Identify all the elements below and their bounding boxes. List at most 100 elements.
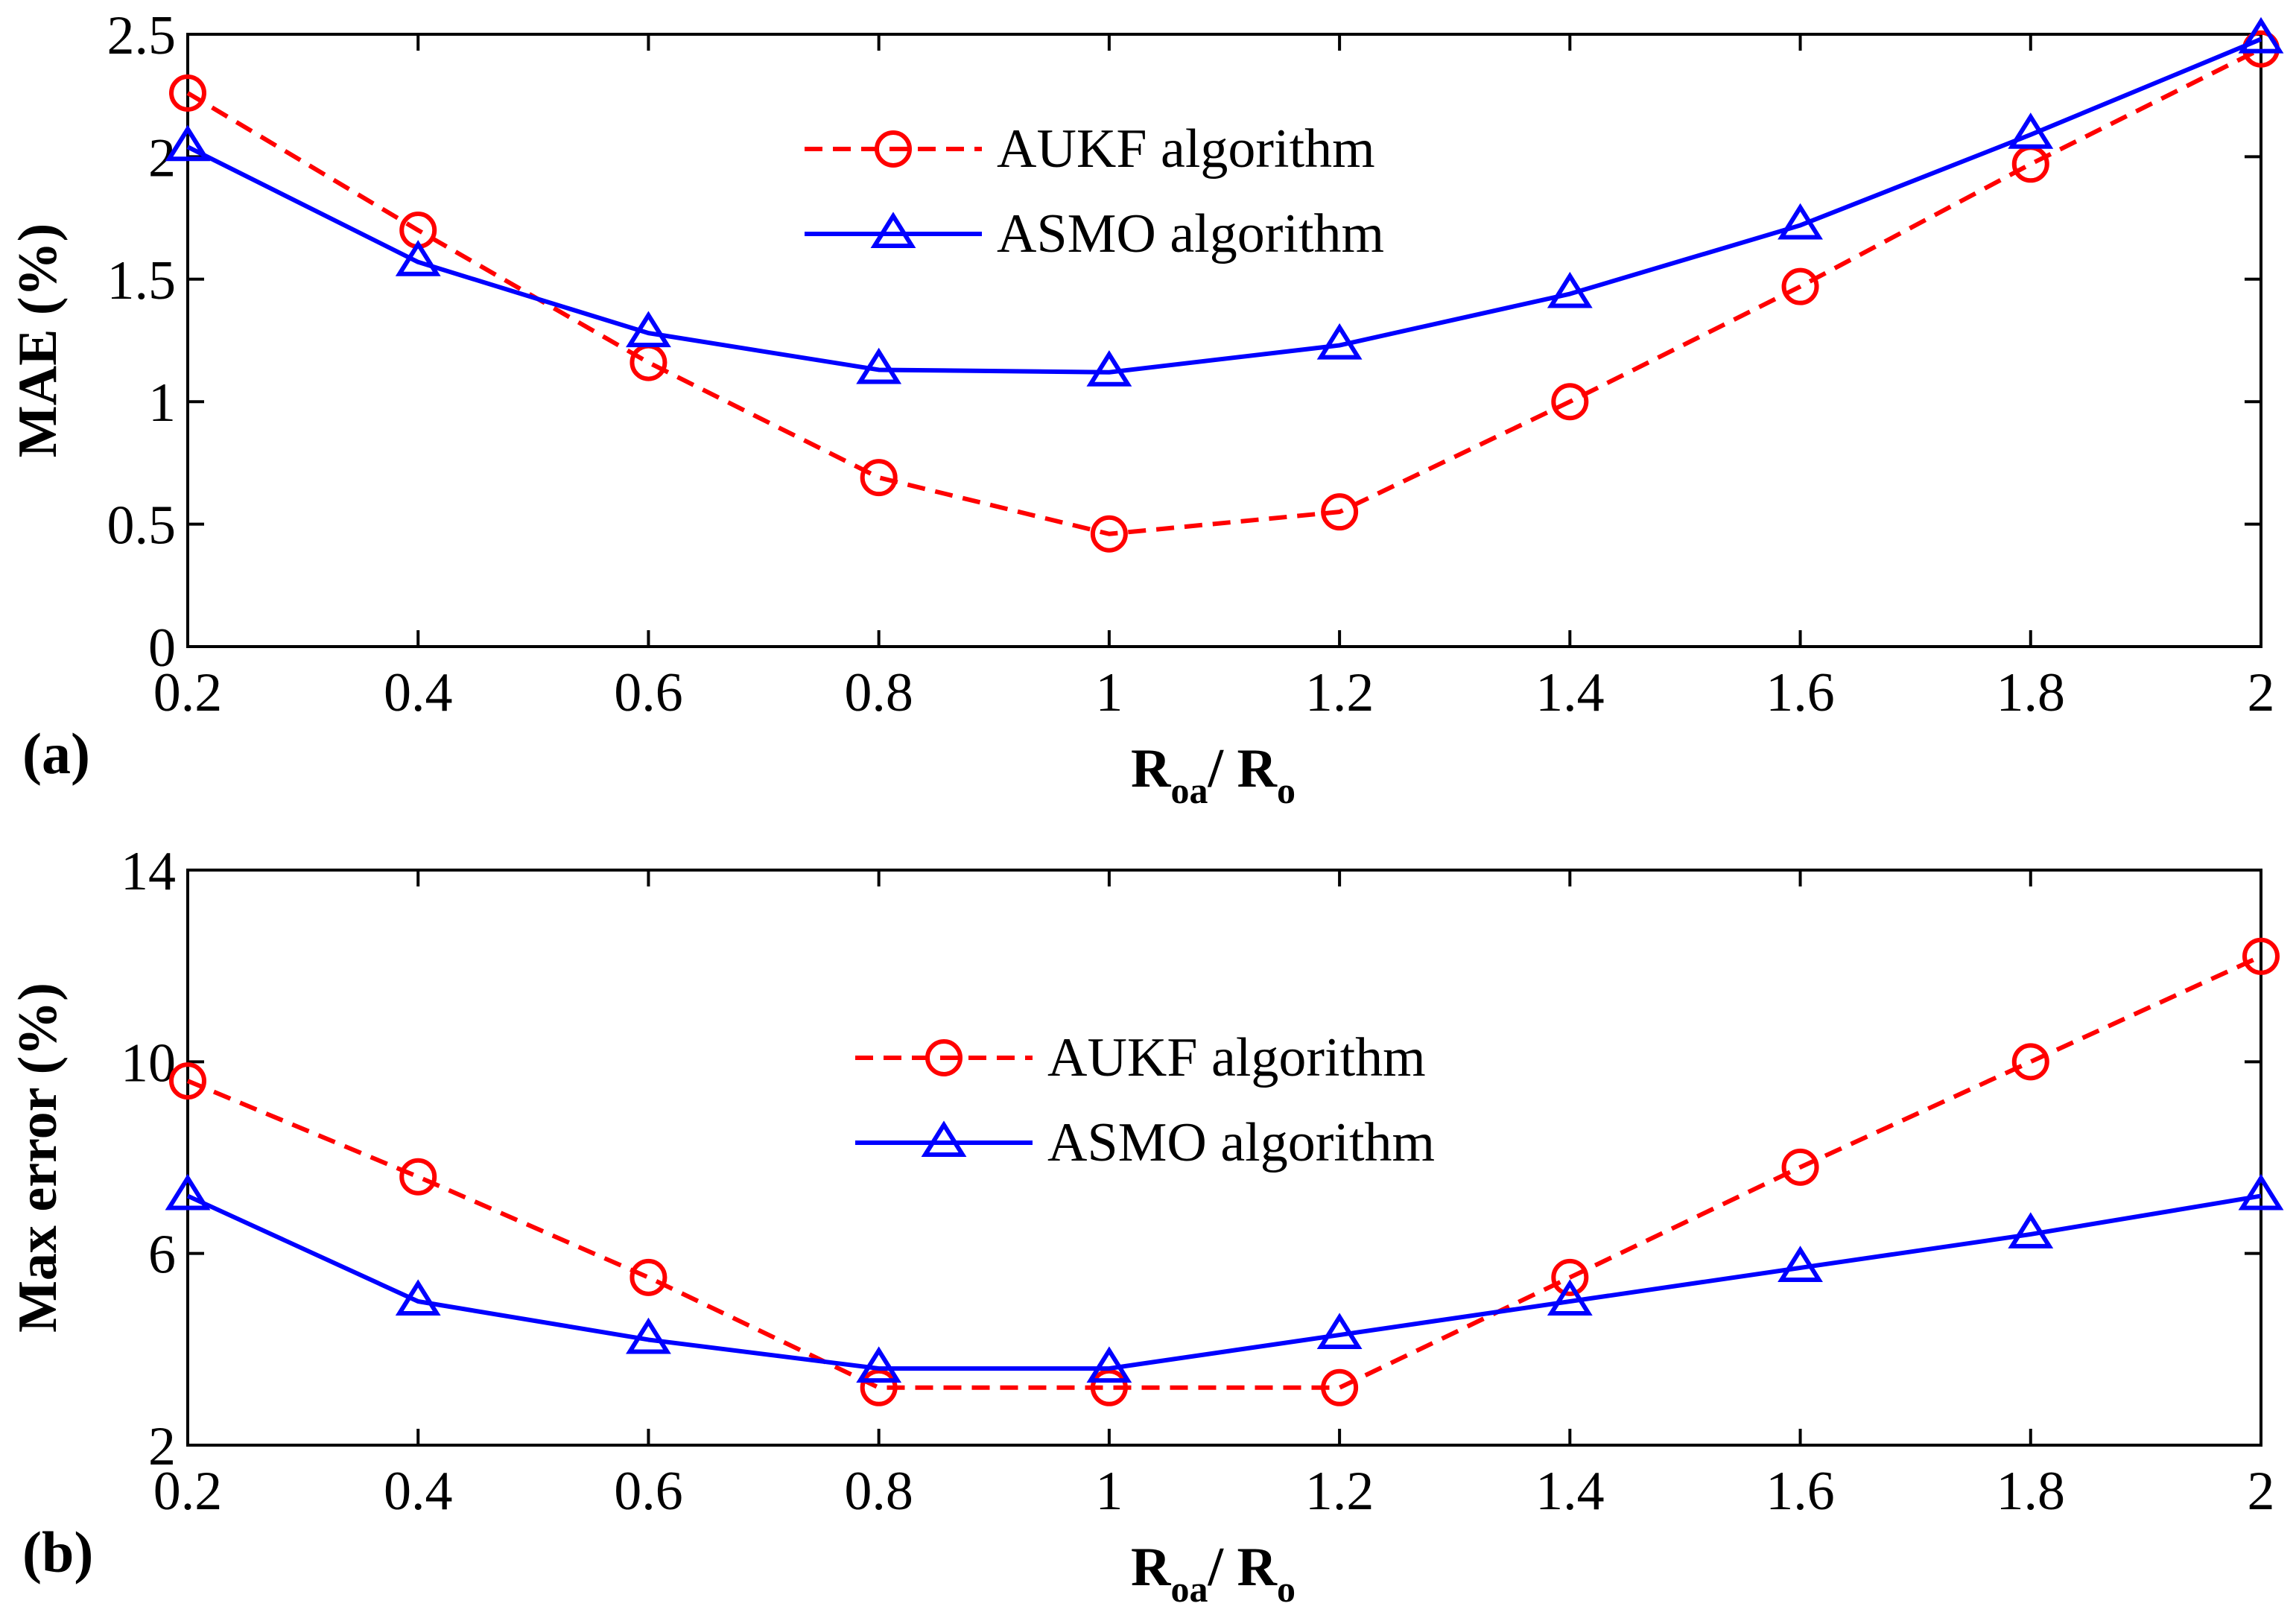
y-tick-label: 1: [148, 372, 176, 434]
y-tick-label: 2.5: [107, 5, 177, 66]
legend-label: AUKF algorithm: [997, 118, 1375, 180]
legend-marker: [870, 212, 916, 248]
series-line: [186, 37, 2262, 375]
data-point-marker: [626, 311, 671, 348]
data-point-marker: [1316, 323, 1363, 360]
data-point-marker: [1778, 203, 1823, 240]
x-tick-label: 0.8: [844, 662, 913, 723]
data-point-marker: [2011, 1043, 2049, 1081]
data-point-marker: [1086, 1346, 1132, 1383]
data-point-marker: [630, 343, 667, 381]
chart-panel-a: 0.2 0.4 0.6 0.8 1 1.2 1.4 1.6 1.8 200.511.522.5MA…: [7, 5, 2284, 811]
data-point-marker: [2238, 1173, 2284, 1211]
x-tick-label: 1.2: [1305, 1461, 1374, 1522]
x-axis-label-subscript: oa: [1170, 770, 1208, 811]
data-point-marker: [2008, 1212, 2054, 1248]
data-point-marker: [1551, 383, 1589, 421]
x-tick-label: 0.6: [614, 1461, 683, 1522]
x-axis-label: Roa/ Ro: [1131, 1537, 1296, 1610]
series-aukf: [169, 937, 2280, 1406]
data-point-marker: [1781, 267, 1819, 305]
x-tick-label: 1.4: [1535, 662, 1605, 723]
data-point-marker: [856, 347, 902, 384]
data-point-marker: [2238, 16, 2284, 54]
legend: AUKF algorithm ASMO algorithm: [805, 118, 1384, 264]
y-axis-label: MAE (%): [7, 223, 69, 457]
x-tick-label: 1.2: [1305, 662, 1374, 723]
legend: AUKF algorithm ASMO algorithm: [855, 1027, 1435, 1173]
x-tick-label: 1: [1095, 662, 1123, 723]
data-point-marker: [856, 1346, 902, 1383]
data-point-marker: [1090, 515, 1128, 553]
data-point-marker: [395, 1279, 441, 1316]
y-tick-label: 0: [148, 618, 176, 679]
x-axis-label-main: / R: [1207, 1537, 1278, 1598]
x-axis-label-subscript: oa: [1170, 1568, 1208, 1610]
plot-frame: [186, 869, 2262, 1447]
x-tick-label: 0.8: [844, 1461, 913, 1522]
x-tick-label: 0.2: [153, 1461, 223, 1522]
x-tick-label: 1.6: [1766, 662, 1835, 723]
x-tick-label: 2: [2248, 662, 2275, 723]
y-tick-label: 10: [121, 1032, 176, 1094]
data-point-marker: [169, 1062, 206, 1100]
plot-frame: [186, 33, 2262, 648]
data-point-marker: [165, 1173, 211, 1211]
data-point-marker: [1321, 493, 1359, 531]
legend-marker: [925, 1039, 963, 1076]
legend-label: ASMO algorithm: [1047, 1112, 1435, 1173]
data-point-marker: [165, 124, 211, 162]
series-line: [186, 1193, 2262, 1371]
x-tick-label: 2: [2248, 1461, 2275, 1522]
x-tick-label: 0.6: [614, 662, 683, 723]
x-tick-label: 1: [1095, 1461, 1123, 1522]
y-axis-label: Max error (%): [7, 983, 69, 1333]
data-point-marker: [1778, 1246, 1823, 1282]
data-point-marker: [1547, 1279, 1593, 1316]
data-point-marker: [169, 74, 206, 112]
data-point-marker: [1321, 1368, 1359, 1406]
x-tick-label: 0.2: [153, 662, 223, 723]
series-asmo: [165, 1173, 2284, 1383]
x-axis-label-subscript: o: [1277, 1568, 1296, 1610]
x-tick-label: 0.4: [384, 662, 453, 723]
series-line: [186, 954, 2262, 1390]
x-axis-label-subscript: o: [1277, 770, 1296, 811]
data-point-marker: [860, 1368, 898, 1406]
y-tick-label: 1.5: [107, 250, 177, 311]
x-axis-label-main: / R: [1207, 738, 1278, 799]
x-axis-label-main: R: [1131, 738, 1172, 799]
x-axis-label-main: R: [1131, 1537, 1172, 1598]
data-point-marker: [1547, 271, 1593, 308]
data-point-marker: [1090, 1368, 1128, 1406]
data-point-marker: [2008, 112, 2054, 149]
data-point-marker: [1551, 1258, 1589, 1296]
legend-label: AUKF algorithm: [1047, 1027, 1426, 1088]
x-tick-label: 1.4: [1535, 1461, 1605, 1522]
panel-label: (b): [22, 1520, 93, 1584]
y-tick-label: 6: [148, 1225, 176, 1286]
data-point-marker: [2011, 145, 2049, 183]
x-axis-label: Roa/ Ro: [1131, 738, 1296, 811]
data-point-marker: [860, 459, 898, 497]
x-tick-label: 1.8: [1997, 1461, 2066, 1522]
x-tick-label: 1.8: [1997, 662, 2066, 723]
data-point-marker: [2242, 937, 2280, 975]
data-point-marker: [630, 1258, 667, 1296]
legend-label: ASMO algorithm: [997, 203, 1384, 264]
legend-marker: [921, 1120, 967, 1157]
x-tick-label: 1.6: [1766, 1461, 1835, 1522]
series-aukf: [169, 30, 2280, 553]
data-point-marker: [399, 1158, 437, 1196]
data-point-marker: [1316, 1313, 1363, 1350]
data-point-marker: [395, 240, 441, 276]
chart-panel-b: 0.2 0.4 0.6 0.8 1 1.2 1.4 1.6 1.8 2 2 6 10 14 Max erro…: [7, 841, 2284, 1610]
data-point-marker: [1781, 1148, 1819, 1186]
legend-marker: [875, 130, 912, 168]
y-tick-label: 14: [121, 841, 176, 902]
y-tick-label: 2: [148, 1416, 176, 1477]
y-tick-label: 0.5: [107, 495, 177, 556]
x-tick-label: 0.4: [384, 1461, 453, 1522]
series-asmo: [165, 16, 2284, 387]
